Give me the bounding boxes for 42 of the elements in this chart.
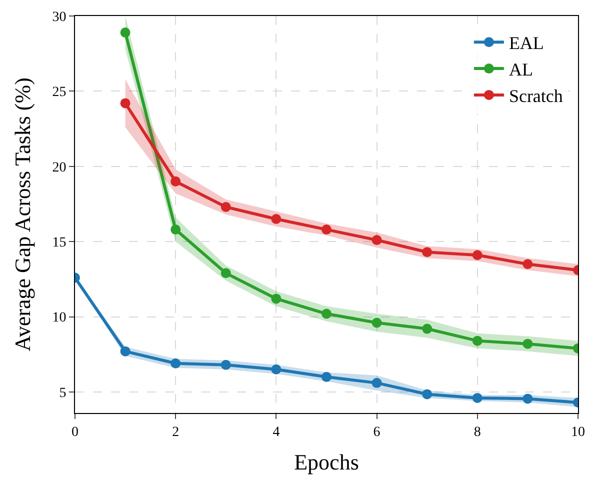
point [271,364,282,374]
x-tick-label: 4 [272,424,280,440]
point [372,318,382,328]
point [522,338,533,349]
y-axis-title: Average Gap Across Tasks (%) [10,78,35,352]
x-tick-label: 6 [373,424,380,440]
point [170,358,181,368]
legend-label: Scratch [508,86,563,106]
point [422,247,432,258]
legend-label: AL [508,60,533,80]
x-tick-label: 8 [474,424,481,440]
y-tick-label: 5 [59,386,66,401]
point [120,98,130,108]
point [372,378,382,388]
x-axis-title: Epochs [294,450,359,475]
point [220,268,231,278]
point [422,389,432,400]
point [322,224,332,235]
y-tick-label: 30 [52,10,66,25]
point [322,372,332,382]
y-tick-label: 10 [52,310,66,326]
point [170,176,181,186]
y-tick-label: 25 [52,85,66,100]
x-tick-label: 2 [172,424,180,440]
x-tick-label: 0 [72,424,78,440]
point [220,360,231,370]
point [522,259,533,270]
y-tick-label: 15 [52,235,66,250]
legend-label: EAL [508,33,544,54]
x-tick-label: 10 [571,424,585,440]
point [120,346,130,356]
point [322,308,332,319]
point [220,202,231,212]
y-tick-label: 20 [52,160,66,176]
point [170,224,181,235]
point [472,336,482,346]
point [271,294,282,304]
point [271,214,282,224]
point [372,235,382,246]
point [422,324,432,334]
point [522,394,533,404]
point [472,250,482,260]
